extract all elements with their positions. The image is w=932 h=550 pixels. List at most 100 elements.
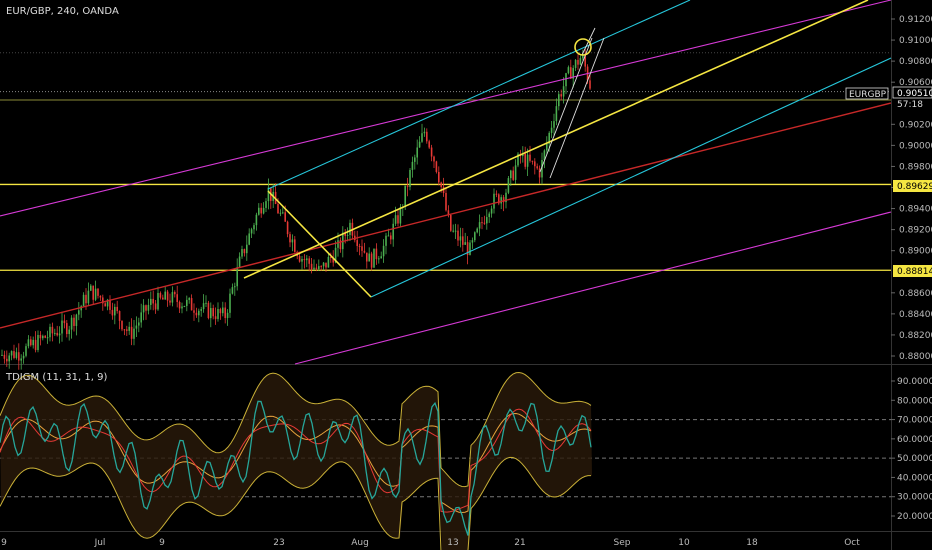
candle-body (358, 245, 361, 247)
candle-body (507, 178, 510, 193)
candle-body (313, 267, 315, 270)
candle-body (10, 351, 13, 356)
candle-body (332, 257, 334, 263)
time-label: 10 (678, 538, 690, 548)
candle-body (298, 256, 301, 262)
candle-body (481, 222, 483, 224)
candle-body (174, 292, 176, 295)
indicator-title[interactable]: TDIGM (11, 31, 1, 9) (5, 372, 107, 383)
time-label: 18 (746, 538, 758, 548)
time-label: 21 (514, 538, 525, 548)
cyan-channel-lower[interactable] (370, 57, 892, 298)
time-label: Sep (614, 538, 631, 548)
candle-body (183, 305, 186, 307)
level-low-label: 0.88814 (897, 267, 932, 277)
candle-body (6, 358, 8, 362)
candle-body (416, 147, 418, 158)
white-wedge-left[interactable] (539, 37, 593, 173)
trendline-drawings[interactable] (0, 0, 892, 365)
candle-body (78, 310, 80, 315)
candle-body (550, 127, 553, 133)
candle-body (214, 316, 217, 319)
candle-body (75, 314, 78, 326)
current-price-label: 0.90510 (897, 89, 932, 99)
candle-body (224, 307, 226, 319)
candle-body (135, 325, 138, 329)
symbol-info[interactable]: EUR/GBP, 240, OANDA (6, 6, 119, 17)
candle-body (378, 258, 380, 260)
candle-body (356, 240, 358, 246)
white-wedge-right[interactable] (549, 37, 605, 179)
highlight-circle[interactable] (574, 38, 592, 56)
magenta-channel-lower[interactable] (294, 211, 892, 365)
yellow-swing-line[interactable] (267, 190, 372, 298)
candle-body (500, 197, 502, 204)
time-label: 9 (1, 538, 7, 548)
candle-body (116, 306, 118, 312)
candle-body (368, 253, 370, 262)
candle-body (63, 320, 66, 324)
candle-body (229, 293, 231, 313)
candle-body (25, 346, 27, 356)
candle-body (387, 235, 390, 237)
red-trendline[interactable] (0, 102, 892, 329)
candle-body (488, 213, 490, 218)
candle-body (186, 299, 188, 306)
indicator-tick-label: 30.0000 (897, 493, 932, 503)
candle-body (510, 170, 512, 179)
candle-body (392, 223, 394, 240)
candle-body (210, 308, 212, 319)
candle-body (438, 171, 440, 183)
candle-body (476, 228, 478, 233)
candle-body (567, 67, 570, 74)
magenta-channel-upper[interactable] (0, 0, 892, 217)
candle-body (457, 230, 459, 241)
candle-body (58, 333, 61, 336)
time-label: 9 (159, 538, 165, 548)
candle-body (241, 249, 243, 257)
candle-body (471, 240, 474, 243)
candle-body (385, 235, 387, 246)
candle-body (375, 248, 378, 260)
candle-body (483, 222, 486, 224)
candle-body (267, 187, 270, 202)
candle-body (433, 156, 435, 162)
time-axis[interactable]: 9 Jul 9 23 Aug 13 21 Sep 10 18 Oct (1, 538, 860, 548)
candle-body (404, 185, 406, 207)
candle-body (478, 222, 481, 229)
yellow-median-line[interactable] (243, 0, 869, 279)
candle-body (577, 59, 579, 65)
candle-body (145, 305, 147, 311)
candle-body (390, 235, 392, 240)
candle-body (346, 234, 349, 236)
tdi-rsi-line (0, 400, 592, 536)
candle-body (277, 203, 279, 214)
candle-body (152, 298, 154, 304)
candle-body (534, 161, 536, 167)
candle-body (289, 234, 291, 243)
time-label: 23 (273, 538, 284, 548)
candle-body (325, 262, 327, 268)
tdi-middle-band (0, 412, 592, 514)
cyan-channel-upper[interactable] (267, 0, 691, 190)
tdi-indicator (0, 371, 592, 550)
candle-body (97, 288, 99, 296)
candle-body (246, 244, 248, 254)
candle-body (330, 256, 332, 258)
candle-body (493, 193, 495, 209)
candle-body (3, 354, 6, 359)
candle-body (61, 320, 63, 334)
candle-body (498, 194, 500, 204)
candle-body (572, 67, 574, 79)
indicator-axis[interactable]: 90.0000 80.0000 70.0000 60.0000 50.0000 40.00… (891, 377, 932, 522)
candle-body (87, 290, 90, 304)
candle-body (579, 58, 582, 65)
candle-body (154, 303, 157, 310)
candle-body (150, 298, 152, 305)
candle-body (171, 292, 174, 303)
horizontal-levels[interactable] (0, 99, 891, 271)
